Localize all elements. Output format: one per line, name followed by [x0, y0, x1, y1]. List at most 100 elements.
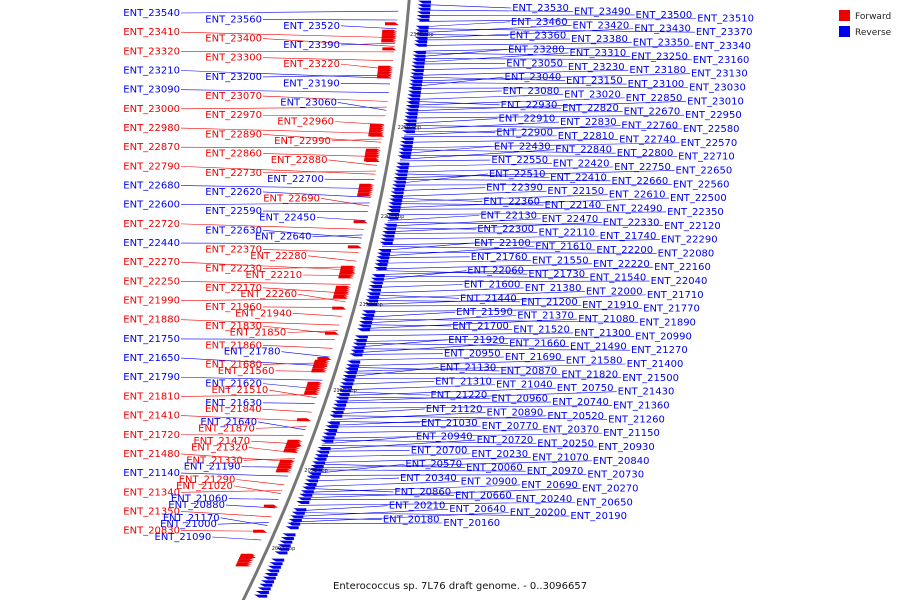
gene-label: ENT_20720 — [477, 435, 534, 446]
gene-label: ENT_21830 — [205, 321, 262, 332]
leader-line — [303, 484, 521, 493]
gene-label: ENT_22970 — [205, 110, 262, 121]
gene-label: ENT_21290 — [179, 474, 236, 485]
leader-line — [180, 376, 323, 381]
gene-label: ENT_20940 — [416, 432, 473, 443]
gene-label: ENT_23340 — [694, 41, 751, 52]
reverse-gene — [282, 533, 296, 537]
leader-line — [356, 336, 635, 342]
gene-label: ENT_22300 — [477, 224, 534, 235]
forward-gene — [334, 292, 349, 295]
gene-label: ENT_23030 — [689, 82, 746, 93]
gene-label: ENT_22960 — [277, 117, 334, 128]
gene-label: ENT_23190 — [283, 78, 340, 89]
forward-gene — [378, 67, 393, 70]
reverse-gene — [389, 198, 403, 202]
gene-label: ENT_20900 — [461, 477, 518, 488]
leader-line — [408, 106, 562, 109]
reverse-gene — [293, 508, 307, 512]
forward-gene — [381, 36, 397, 39]
reverse-gene — [336, 393, 350, 396]
leader-line — [324, 432, 603, 439]
gene-label: ENT_21440 — [460, 293, 517, 304]
gene-label: ENT_20730 — [587, 470, 644, 481]
forward-gene — [358, 187, 374, 190]
leader-line — [380, 242, 474, 251]
leader-line — [343, 380, 435, 385]
gene-label: ENT_20660 — [455, 490, 512, 501]
leader-line — [334, 405, 612, 409]
leader-line — [287, 330, 338, 333]
forward-gene — [381, 35, 397, 37]
leader-line — [298, 293, 346, 303]
reverse-gene — [414, 33, 428, 36]
forward-gene — [381, 33, 397, 36]
forward-gene — [339, 271, 355, 273]
leader-line — [386, 227, 477, 230]
leader-line — [180, 185, 373, 189]
leader-line — [415, 58, 692, 61]
gene-label: ENT_21520 — [513, 324, 570, 335]
forward-gene — [347, 245, 362, 249]
reverse-gene — [254, 594, 268, 598]
leader-line — [330, 421, 420, 424]
gene-label: ENT_20270 — [582, 483, 639, 494]
reverse-gene — [291, 511, 305, 515]
gene-label: ENT_21080 — [578, 314, 635, 325]
reverse-gene — [412, 54, 426, 58]
reverse-gene — [394, 169, 408, 173]
leader-line — [338, 396, 491, 399]
reverse-gene — [261, 580, 275, 584]
forward-gene — [353, 220, 368, 224]
reverse-gene — [354, 335, 368, 339]
gene-label: ENT_22950 — [685, 110, 742, 121]
leader-line — [399, 159, 491, 162]
reverse-gene — [391, 187, 405, 191]
gene-label: ENT_23370 — [696, 27, 753, 38]
reverse-gene — [340, 382, 354, 386]
leader-line — [236, 479, 285, 486]
gene-label: ENT_22000 — [586, 286, 643, 297]
gene-label: ENT_23360 — [509, 31, 566, 42]
forward-gene — [313, 365, 328, 367]
leader-line — [180, 223, 364, 230]
leader-line — [406, 118, 498, 125]
leader-line — [367, 294, 646, 305]
gene-label: ENT_21650 — [123, 353, 180, 364]
gene-label: ENT_22820 — [562, 103, 619, 114]
leader-line — [262, 402, 315, 404]
gene-label: ENT_21500 — [622, 373, 679, 384]
gene-label: ENT_22870 — [123, 142, 180, 153]
reverse-gene — [288, 519, 302, 522]
leader-line — [302, 493, 455, 496]
leader-line — [417, 28, 634, 39]
leader-line — [390, 208, 605, 210]
gene-label: ENT_22230 — [205, 264, 262, 275]
leader-line — [416, 45, 694, 52]
forward-gene — [364, 157, 380, 160]
leader-line — [392, 197, 483, 202]
leader-line — [321, 445, 598, 448]
gene-label: ENT_22080 — [658, 248, 715, 259]
forward-gene — [382, 31, 398, 34]
leader-line — [419, 14, 635, 16]
forward-gene — [369, 127, 385, 130]
leader-line — [180, 166, 376, 175]
leader-line — [363, 311, 456, 318]
forward-gene — [370, 123, 385, 126]
reverse-gene — [377, 252, 391, 256]
reverse-gene — [360, 317, 374, 321]
leader-line — [324, 178, 375, 180]
gene-label: ENT_22270 — [123, 257, 180, 268]
gene-label: ENT_20520 — [547, 411, 604, 422]
reverse-gene — [413, 43, 427, 47]
forward-gene — [236, 562, 252, 565]
leader-line — [180, 10, 399, 14]
forward-gene — [382, 29, 398, 32]
leader-line — [404, 135, 557, 137]
reverse-gene — [257, 587, 271, 591]
reverse-gene — [406, 101, 420, 105]
gene-label: ENT_23490 — [574, 6, 631, 17]
reverse-gene — [287, 522, 301, 526]
leader-line — [307, 477, 399, 482]
